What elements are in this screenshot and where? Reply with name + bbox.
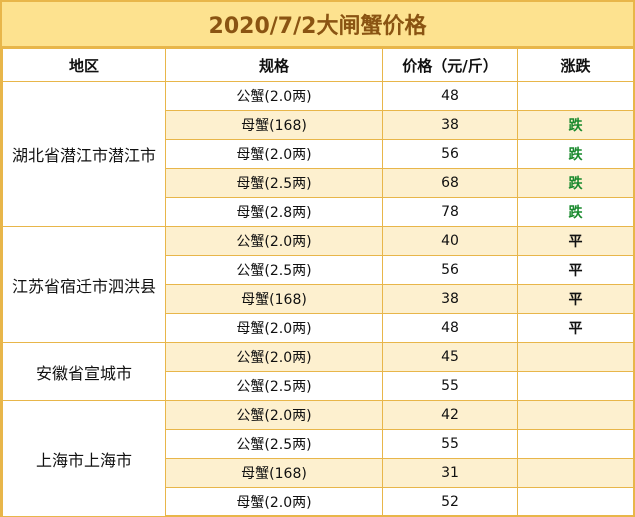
- spec-cell: 母蟹(168): [165, 458, 383, 488]
- table-row: 母蟹(168) 38 平: [3, 284, 634, 314]
- trend-cell: 跌: [517, 168, 634, 198]
- price-cell: 56: [382, 255, 518, 285]
- spec-cell: 母蟹(2.0两): [165, 139, 383, 169]
- spec-cell: 母蟹(2.8两): [165, 197, 383, 227]
- spec-cell: 公蟹(2.0两): [165, 342, 383, 372]
- table-row: 江苏省宿迁市泗洪县 公蟹(2.0两) 40 平: [2, 226, 634, 343]
- page-title: 2020/7/2大闸蟹价格: [2, 2, 633, 48]
- trend-cell: 平: [517, 255, 634, 285]
- trend-cell: [517, 429, 634, 459]
- price-cell: 48: [382, 313, 518, 343]
- spec-cell: 母蟹(168): [165, 110, 383, 140]
- trend-cell: [517, 400, 634, 430]
- spec-cell: 公蟹(2.5两): [165, 429, 383, 459]
- trend-cell: [517, 371, 634, 401]
- trend-cell: 跌: [517, 197, 634, 227]
- price-cell: 55: [382, 429, 518, 459]
- price-cell: 42: [382, 400, 518, 430]
- spec-cell: 母蟹(2.0两): [165, 313, 383, 343]
- price-cell: 78: [382, 197, 518, 227]
- region-cell: 安徽省宣城市: [2, 342, 166, 401]
- table-body: 湖北省潜江市潜江市 公蟹(2.0两) 48 母蟹(168) 38 跌母蟹(2.0两) 56 跌…: [2, 81, 634, 517]
- trend-cell: 跌: [517, 139, 634, 169]
- price-cell: 68: [382, 168, 518, 198]
- table-row: 上海市上海市 公蟹(2.0两) 42: [2, 400, 634, 517]
- header-price: 价格（元/斤）: [382, 48, 518, 82]
- spec-cell: 母蟹(2.5两): [165, 168, 383, 198]
- table-row: 湖北省潜江市潜江市 公蟹(2.0两) 48: [2, 81, 634, 227]
- region-cell: 湖北省潜江市潜江市: [2, 81, 166, 227]
- price-cell: 48: [382, 81, 518, 111]
- price-cell: 40: [382, 226, 518, 256]
- price-cell: 45: [382, 342, 518, 372]
- table-row: 公蟹(2.5两) 56 平: [3, 255, 634, 285]
- trend-cell: [517, 487, 634, 517]
- spec-cell: 公蟹(2.5两): [165, 255, 383, 285]
- spec-cell: 公蟹(2.5两): [165, 371, 383, 401]
- region-cell: 江苏省宿迁市泗洪县: [2, 226, 166, 343]
- region-cell: 上海市上海市: [2, 400, 166, 517]
- spec-cell: 公蟹(2.0两): [165, 400, 383, 430]
- price-cell: 38: [382, 284, 518, 314]
- table-row: 母蟹(2.0两) 52: [3, 487, 634, 517]
- trend-cell: 平: [517, 226, 634, 256]
- table-row: 母蟹(2.8两) 78 跌: [3, 197, 634, 227]
- table-row: 母蟹(2.0两) 56 跌: [3, 139, 634, 169]
- price-table: 地区 规格 价格（元/斤） 涨跌 湖北省潜江市潜江市 公蟹(2.0两) 48 母蟹(1…: [2, 48, 634, 517]
- price-cell: 52: [382, 487, 518, 517]
- spec-cell: 公蟹(2.0两): [165, 226, 383, 256]
- trend-cell: [517, 342, 634, 372]
- spec-cell: 公蟹(2.0两): [165, 81, 383, 111]
- table-row: 母蟹(2.5两) 68 跌: [3, 168, 634, 198]
- table-row: 母蟹(168) 38 跌: [3, 110, 634, 140]
- trend-cell: [517, 458, 634, 488]
- spec-cell: 母蟹(2.0两): [165, 487, 383, 517]
- spec-cell: 母蟹(168): [165, 284, 383, 314]
- price-cell: 31: [382, 458, 518, 488]
- header-spec: 规格: [165, 48, 383, 82]
- header-region: 地区: [2, 48, 166, 82]
- table-row: 母蟹(168) 31: [3, 458, 634, 488]
- price-cell: 38: [382, 110, 518, 140]
- price-cell: 55: [382, 371, 518, 401]
- trend-cell: 平: [517, 284, 634, 314]
- table-row: 公蟹(2.5两) 55: [3, 371, 634, 401]
- header-trend: 涨跌: [517, 48, 634, 82]
- price-cell: 56: [382, 139, 518, 169]
- trend-cell: 平: [517, 313, 634, 343]
- table-row: 安徽省宣城市 公蟹(2.0两) 45: [2, 342, 634, 401]
- trend-cell: [517, 81, 634, 111]
- header-row: 地区 规格 价格（元/斤） 涨跌: [2, 48, 634, 82]
- trend-cell: 跌: [517, 110, 634, 140]
